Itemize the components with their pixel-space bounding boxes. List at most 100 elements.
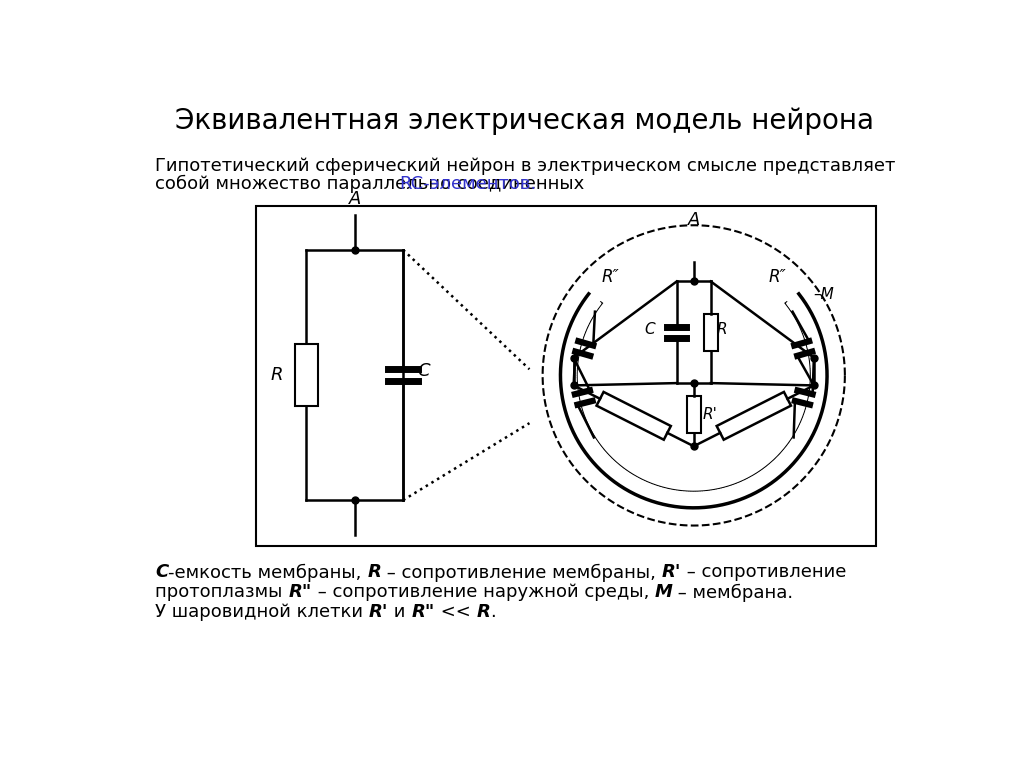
Polygon shape (698, 492, 700, 508)
Polygon shape (718, 489, 722, 505)
Polygon shape (563, 349, 579, 354)
Polygon shape (562, 353, 578, 357)
Polygon shape (703, 492, 707, 508)
Polygon shape (639, 482, 647, 497)
Polygon shape (577, 432, 592, 441)
Polygon shape (744, 480, 753, 495)
Polygon shape (810, 355, 825, 359)
Polygon shape (642, 483, 650, 499)
Polygon shape (625, 476, 634, 489)
Polygon shape (806, 334, 821, 341)
Polygon shape (808, 404, 823, 410)
Polygon shape (811, 389, 826, 393)
Polygon shape (711, 491, 715, 506)
Polygon shape (573, 318, 588, 326)
Polygon shape (810, 392, 825, 397)
Polygon shape (600, 458, 611, 470)
Text: A: A (687, 211, 700, 229)
Polygon shape (800, 318, 814, 326)
Polygon shape (582, 439, 596, 449)
Polygon shape (586, 443, 599, 454)
Polygon shape (774, 459, 786, 472)
Polygon shape (633, 479, 642, 494)
Polygon shape (780, 453, 794, 465)
Polygon shape (583, 300, 597, 311)
Polygon shape (605, 463, 617, 476)
Polygon shape (580, 436, 594, 446)
Polygon shape (809, 399, 824, 404)
Polygon shape (804, 414, 819, 421)
Polygon shape (769, 464, 780, 477)
Polygon shape (808, 341, 823, 347)
Polygon shape (632, 479, 640, 493)
Polygon shape (566, 411, 582, 417)
Polygon shape (560, 369, 577, 371)
Polygon shape (770, 463, 782, 476)
Polygon shape (728, 487, 734, 502)
Polygon shape (581, 438, 595, 448)
Polygon shape (646, 485, 653, 500)
Polygon shape (653, 487, 659, 502)
Polygon shape (761, 471, 771, 484)
Polygon shape (571, 423, 587, 430)
Polygon shape (577, 311, 591, 319)
Polygon shape (781, 452, 795, 463)
Text: – сопротивление мембраны,: – сопротивление мембраны, (381, 563, 662, 581)
Polygon shape (798, 312, 812, 321)
Polygon shape (651, 486, 658, 502)
Polygon shape (790, 442, 803, 453)
Polygon shape (714, 490, 719, 506)
Polygon shape (675, 491, 679, 507)
Polygon shape (561, 382, 577, 384)
Polygon shape (637, 481, 645, 496)
Polygon shape (758, 472, 768, 486)
Polygon shape (803, 324, 817, 332)
Polygon shape (748, 479, 756, 493)
Text: R: R (476, 604, 490, 621)
Polygon shape (798, 429, 812, 437)
Polygon shape (604, 462, 615, 475)
Polygon shape (691, 492, 693, 508)
Polygon shape (669, 490, 674, 506)
Text: протоплазмы: протоплазмы (155, 583, 288, 601)
Polygon shape (805, 330, 819, 337)
Polygon shape (804, 328, 819, 335)
Polygon shape (562, 392, 578, 397)
Polygon shape (561, 357, 578, 360)
Polygon shape (808, 403, 823, 408)
Polygon shape (811, 367, 826, 370)
Polygon shape (809, 349, 824, 354)
Polygon shape (644, 484, 651, 499)
Text: C: C (155, 563, 168, 581)
Polygon shape (585, 297, 599, 308)
Polygon shape (689, 492, 691, 508)
Polygon shape (779, 454, 792, 466)
Polygon shape (731, 486, 737, 501)
Polygon shape (811, 377, 827, 379)
Polygon shape (671, 491, 676, 506)
Polygon shape (616, 471, 627, 484)
Polygon shape (803, 419, 817, 426)
Polygon shape (811, 365, 826, 367)
Polygon shape (595, 454, 608, 466)
Polygon shape (788, 297, 803, 308)
Polygon shape (809, 396, 825, 400)
Polygon shape (627, 476, 636, 491)
Polygon shape (786, 294, 800, 304)
Polygon shape (564, 344, 580, 349)
Polygon shape (560, 380, 577, 383)
Polygon shape (574, 427, 589, 436)
Text: и: и (388, 604, 412, 621)
Polygon shape (687, 492, 689, 508)
Polygon shape (578, 308, 592, 318)
Polygon shape (622, 473, 631, 488)
Polygon shape (560, 378, 577, 380)
Text: Эквивалентная электрическая модель нейрона: Эквивалентная электрическая модель нейро… (175, 107, 874, 135)
Text: R': R' (369, 604, 388, 621)
Bar (295, 344, 317, 406)
Polygon shape (583, 441, 597, 451)
Polygon shape (796, 433, 810, 443)
Polygon shape (805, 413, 820, 420)
Polygon shape (677, 492, 681, 507)
Polygon shape (693, 492, 694, 508)
